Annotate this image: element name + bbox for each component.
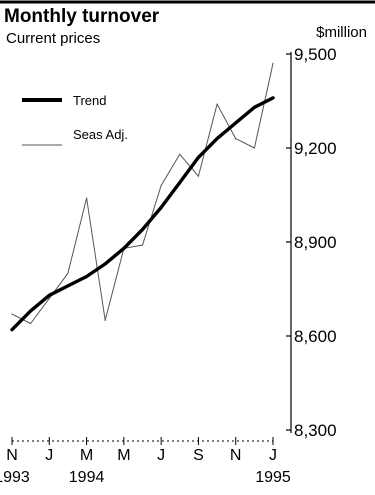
seas-adj-data-point xyxy=(141,244,144,246)
trend-data-point xyxy=(160,206,162,209)
trend-data-point xyxy=(235,122,237,124)
y-tick-label: 9,200 xyxy=(294,139,337,158)
x-tick-label: N xyxy=(230,447,242,464)
trend-data-point xyxy=(272,97,274,99)
x-tick-label: J xyxy=(45,447,53,464)
x-axis-ticks: N J M M J S N J 1993 1994 1995 xyxy=(0,437,291,486)
seas-adj-series-line xyxy=(11,62,274,324)
x-tick-label: J xyxy=(269,447,277,464)
seas-adj-data-point xyxy=(30,322,32,325)
x-year-label: 1993 xyxy=(0,469,30,486)
y-axis-unit-label: $million xyxy=(316,24,367,41)
seas-adj-data-point xyxy=(253,147,255,149)
seas-adj-data-point xyxy=(235,138,237,140)
trend-data-point xyxy=(141,228,144,231)
chart-title: Monthly turnover xyxy=(4,6,160,27)
x-year-label: 1995 xyxy=(255,469,291,486)
seas-adj-data-point xyxy=(67,272,69,274)
legend: Trend Seas Adj. xyxy=(22,93,128,146)
trend-data-point xyxy=(104,263,106,265)
seas-adj-data-point xyxy=(160,185,162,187)
trend-data-point xyxy=(86,275,88,278)
y-tick-label: 8,600 xyxy=(294,327,337,346)
x-tick-label: M xyxy=(80,447,93,464)
seas-adj-data-point xyxy=(48,297,50,299)
trend-data-point xyxy=(67,285,69,287)
x-tick-label: M xyxy=(117,447,130,464)
trend-data-point xyxy=(216,138,218,140)
legend-label-seas-adj: Seas Adj. xyxy=(73,127,128,142)
trend-data-point xyxy=(48,294,50,296)
seas-adj-data-point xyxy=(86,197,88,199)
seas-adj-data-point xyxy=(197,175,199,177)
trend-data-point xyxy=(253,106,255,108)
seas-adj-data-point xyxy=(11,313,13,315)
y-tick-label: 8,900 xyxy=(294,233,337,252)
trend-data-point xyxy=(179,181,181,184)
seas-adj-data-point xyxy=(216,103,218,105)
chart-subtitle: Current prices xyxy=(6,30,100,47)
trend-data-point xyxy=(11,329,13,331)
seas-adj-data-point xyxy=(272,62,274,64)
seas-adj-data-point xyxy=(179,153,181,155)
seas-adj-data-point xyxy=(104,319,106,321)
y-tick-label: 9,500 xyxy=(294,45,337,64)
trend-data-point xyxy=(30,310,32,312)
trend-data-point xyxy=(197,156,199,158)
trend-series-line xyxy=(10,96,275,332)
series-layer xyxy=(10,62,275,332)
x-tick-label: S xyxy=(193,447,204,464)
x-tick-label: N xyxy=(6,447,18,464)
legend-label-trend: Trend xyxy=(73,93,106,108)
y-tick-label: 8,300 xyxy=(294,421,337,440)
y-axis-ticks: 9,500 9,200 8,900 8,600 8,300 xyxy=(286,45,337,440)
x-tick-label: J xyxy=(157,447,165,464)
trend-data-point xyxy=(123,247,125,249)
x-year-label: 1994 xyxy=(69,469,105,486)
